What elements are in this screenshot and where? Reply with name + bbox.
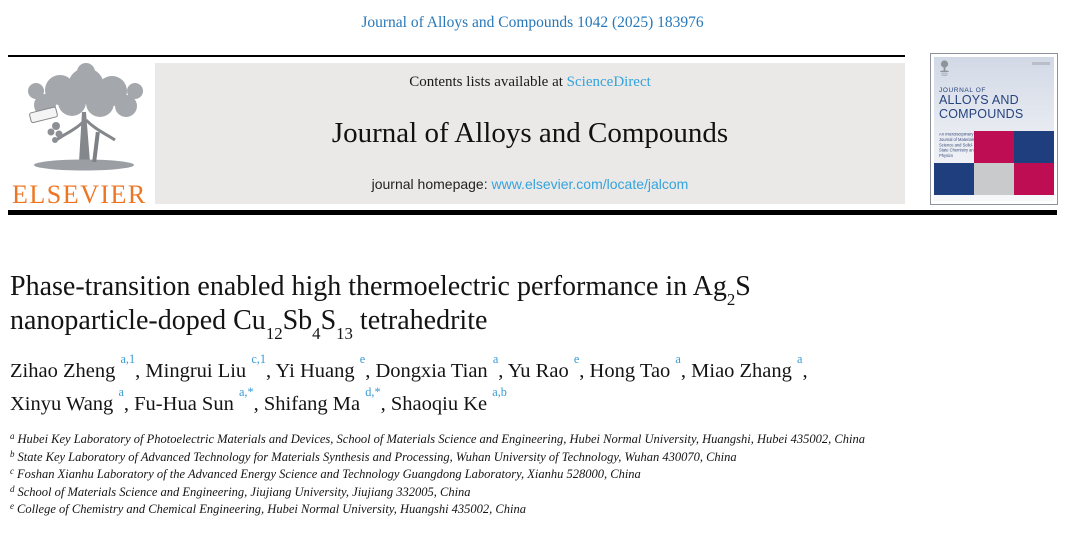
affiliations-list: a Hubei Key Laboratory of Photoelectric M… (10, 431, 1010, 519)
citation-line: Journal of Alloys and Compounds 1042 (20… (361, 14, 704, 31)
cover-kicker: JOURNAL OF (939, 87, 986, 94)
contents-line: Contents lists available at ScienceDirec… (409, 74, 651, 91)
cover-name-line1: ALLOYS AND (939, 93, 1019, 107)
contents-prefix: Contents lists available at (409, 74, 567, 90)
article-title-line1: Phase-transition enabled high thermoelec… (10, 271, 751, 309)
cover-name-line2: COMPOUNDS (939, 106, 1024, 121)
affiliation-marker: a (10, 431, 15, 441)
affiliation-marker: c (10, 466, 14, 476)
journal-title: Journal of Alloys and Compounds (331, 117, 729, 149)
affiliation-text: School of Materials Science and Engineer… (17, 484, 471, 499)
affiliation-text: Hubei Key Laboratory of Photoelectric Ma… (17, 432, 865, 446)
affiliation-marker: e (10, 501, 14, 511)
homepage-prefix: journal homepage: (371, 176, 492, 192)
cover-checkerboard (934, 131, 1054, 195)
affiliation-marker: b (10, 448, 15, 459)
journal-cover-thumbnail: JOURNAL OF ALLOYS AND COMPOUNDS An Inter… (930, 53, 1058, 205)
journal-cover-inner: JOURNAL OF ALLOYS AND COMPOUNDS An Inter… (934, 57, 1054, 201)
affiliation-item: e College of Chemistry and Chemical Engin… (10, 501, 1010, 519)
cover-square-blank (934, 131, 974, 163)
cover-subtitle: An Interdisciplinary Journal of Material… (939, 133, 976, 159)
cover-square-crimson-1 (974, 131, 1014, 163)
elsevier-logo: ELSEVIER (12, 60, 155, 208)
cover-issn-bar (1032, 62, 1050, 65)
elsevier-wordmark: ELSEVIER (12, 180, 147, 209)
affiliation-text: College of Chemistry and Chemical Engine… (17, 502, 526, 516)
article-title-line2: nanoparticle-doped Cu12Sb4S13 tetrahedri… (10, 305, 488, 343)
homepage-line: journal homepage: www.elsevier.com/locat… (372, 176, 689, 192)
cover-tree-icon (938, 60, 951, 82)
cover-square-crimson-2 (1014, 163, 1054, 195)
affiliation-text: Foshan Xianhu Laboratory of the Advanced… (17, 467, 641, 481)
affiliation-item: b State Key Laboratory of Advanced Techno… (10, 449, 1010, 467)
homepage-link[interactable]: www.elsevier.com/locate/jalcom (491, 176, 689, 192)
sciencedirect-link[interactable]: ScienceDirect (566, 74, 651, 90)
author-list: Zihao Zheng a,1, Mingrui Liu c,1, Yi Hua… (10, 352, 1010, 421)
author-line-1: Zihao Zheng a,1, Mingrui Liu c,1, Yi Hua… (10, 352, 808, 382)
cover-square-navy-1 (1014, 131, 1054, 163)
cover-square-gray (974, 163, 1014, 195)
journal-banner: Contents lists available at ScienceDirec… (155, 63, 905, 204)
cover-title: JOURNAL OF ALLOYS AND COMPOUNDS (934, 82, 1054, 122)
article-title: Phase-transition enabled high thermoelec… (10, 270, 990, 343)
affiliation-item: d School of Materials Science and Enginee… (10, 484, 1010, 502)
cover-square-navy-2 (934, 163, 974, 195)
top-rule (8, 55, 905, 57)
affiliation-marker: d (10, 483, 15, 494)
elsevier-tree-icon (12, 60, 155, 183)
section-divider-rule (8, 210, 1057, 215)
affiliation-item: a Hubei Key Laboratory of Photoelectric M… (10, 431, 1010, 449)
author-line-2: Xinyu Wang a, Fu-Hua Sun a,*, Shifang Ma… (10, 385, 507, 415)
affiliation-item: c Foshan Xianhu Laboratory of the Advance… (10, 466, 1010, 484)
affiliation-text: State Key Laboratory of Advanced Technol… (17, 449, 737, 464)
